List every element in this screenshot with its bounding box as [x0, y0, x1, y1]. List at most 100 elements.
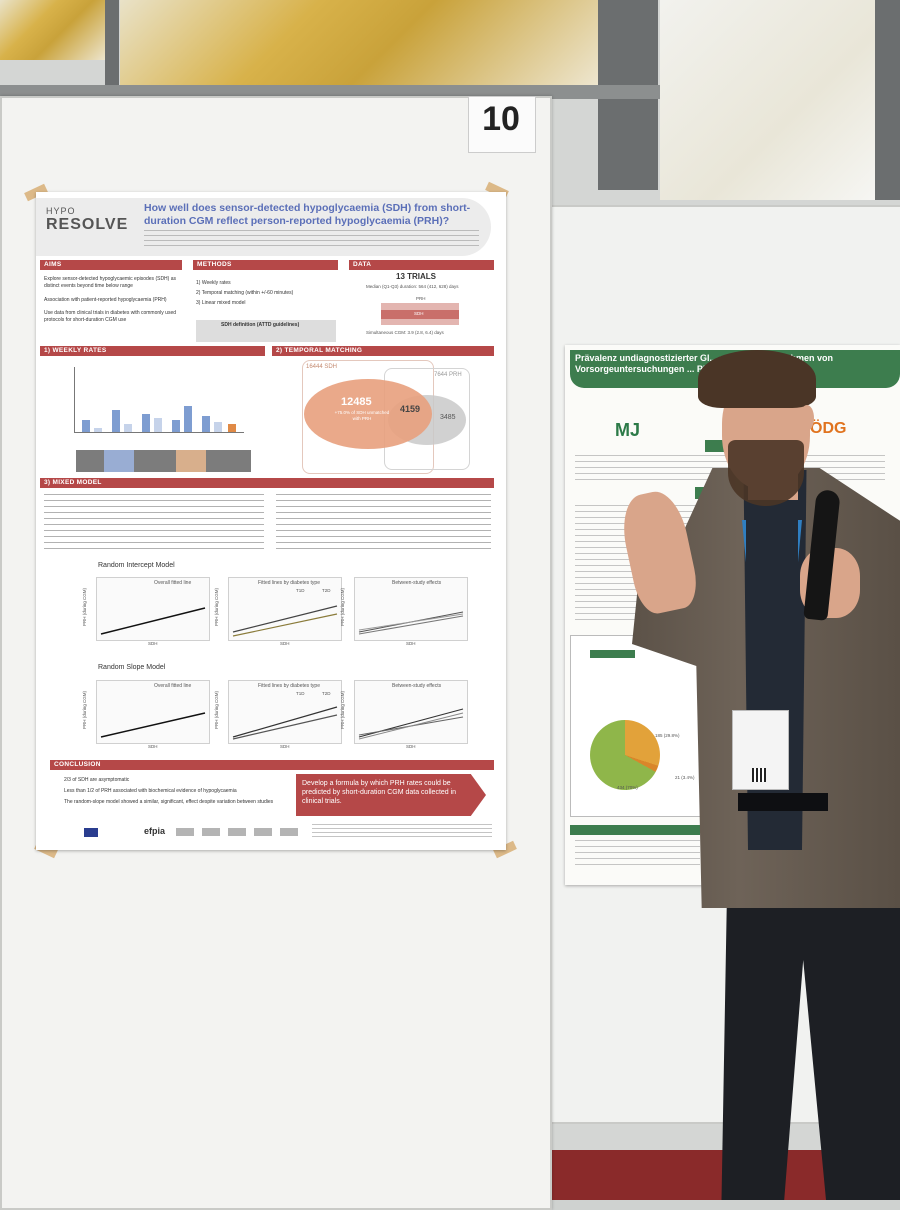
- mixed-model-table-right: [276, 494, 491, 549]
- bar-2: [94, 428, 102, 432]
- poster-title: How well does sensor-detected hypoglycae…: [144, 202, 471, 227]
- presenter-hair: [698, 350, 816, 408]
- rs-plot-between-lines: [358, 708, 464, 740]
- poster-right-footer-bar: [570, 825, 700, 835]
- bar-9: [202, 416, 210, 432]
- mixed-model-table-left: [44, 494, 264, 549]
- venn-overlap: 4159: [400, 404, 421, 414]
- pie-chart: [590, 720, 660, 790]
- pie-label-3: 21 (3.4%): [675, 775, 695, 780]
- efpia-logo: efpia: [144, 826, 166, 836]
- poster-authors: [144, 230, 479, 250]
- window-right: [660, 0, 875, 200]
- window-left: [0, 0, 110, 60]
- poster-right-logo: ÖDG: [810, 420, 847, 437]
- bar-11: [228, 424, 236, 432]
- bar-3: [112, 410, 120, 432]
- bar-4: [124, 424, 132, 432]
- poster-right-text-block-3: [575, 840, 700, 865]
- chart-axis-x: [74, 432, 244, 433]
- rs-axis-y-3: PRH (during CGM): [340, 690, 346, 730]
- rs-plot-diabetes-lines: [232, 706, 338, 740]
- bar-7: [172, 420, 180, 432]
- rs-legend-t1d: T1D: [296, 691, 305, 696]
- ri-plot-between-title: Between-study effects: [392, 580, 442, 586]
- venn-sdh-only-note: +75.0% of SDH unmatched with PRH: [334, 410, 390, 421]
- bar-6: [154, 418, 162, 432]
- ri-axis-x-2: SDH: [280, 641, 290, 646]
- rs-axis-y-1: PRH (during CGM): [82, 690, 88, 730]
- chart-axis-y: [74, 367, 75, 432]
- data-sdh: SDH: [414, 311, 424, 316]
- ri-legend-t1d: T1D: [296, 588, 305, 593]
- ri-plot-diabetes-title: Fitted lines by diabetes type: [258, 580, 320, 586]
- footer-text: [312, 824, 492, 840]
- rs-axis-x-1: SDH: [148, 744, 158, 749]
- window-center: [120, 0, 600, 95]
- poster-right-chart-header: [590, 650, 635, 658]
- rs-plot-overall-line: [100, 712, 206, 738]
- data-cgm: Simultaneous CGM: 3.9 (2.8, 6.4) days: [366, 330, 444, 335]
- sdh-definition-title: SDH definition (ATTD guidelines): [221, 322, 300, 328]
- bar-5: [142, 414, 150, 432]
- presenter-beard: [728, 440, 804, 506]
- section-weekly-rates-header: 1) Weekly Rates: [40, 346, 265, 356]
- venn-sdh-circle: [304, 379, 432, 449]
- ri-axis-x-3: SDH: [406, 641, 416, 646]
- presenter-belt: [738, 793, 828, 811]
- presenter-ear: [800, 405, 814, 431]
- data-sdh-bar: [381, 310, 459, 319]
- random-intercept-title: Random Intercept Model: [98, 562, 175, 569]
- section-aims-header: Aims: [40, 260, 182, 270]
- poster-main: HYPO RESOLVE How well does sensor-detect…: [36, 192, 506, 850]
- section-data-header: Data: [349, 260, 494, 270]
- ri-axis-y-1: PRH (during CGM): [82, 587, 88, 627]
- section-methods-header: Methods: [193, 260, 338, 270]
- rs-axis-x-2: SDH: [280, 744, 290, 749]
- ri-axis-y-2: PRH (during CGM): [214, 587, 220, 627]
- ri-plot-diabetes: [228, 577, 342, 641]
- window-frame-right: [875, 0, 900, 200]
- data-prh: PRH: [416, 296, 426, 301]
- poster-right-logo-mu: MJ: [615, 420, 641, 440]
- conclusion-item-2: Less than 1/2 of PRH associated with bio…: [64, 788, 237, 794]
- weekly-rates-table: [76, 450, 251, 472]
- eu-flag-logo: [84, 828, 98, 837]
- ri-plot-diabetes-lines: [232, 605, 338, 637]
- rs-plot-overall-title: Overall fitted line: [154, 683, 192, 689]
- rs-axis-y-2: PRH (during CGM): [214, 690, 220, 730]
- venn-prh-total: 7644 PRH: [434, 372, 462, 378]
- aims-item-1: Explore sensor-detected hypoglycaemic ep…: [44, 276, 177, 289]
- aims-item-2: Association with patient-reported hypogl…: [44, 297, 167, 303]
- pie-label-2: 185 (29.8%): [655, 733, 680, 738]
- window-frame-left: [105, 0, 119, 90]
- data-median: Median (Q1-Q3) duration: 564 (412, 628) …: [366, 284, 459, 289]
- conclusion-box-text: Develop a formula by which PRH rates cou…: [302, 780, 457, 805]
- venn-sdh-total: 16444 SDH: [306, 364, 338, 370]
- methods-item-2: 2) Temporal matching (within +/-60 minut…: [196, 290, 294, 296]
- board-number: 10: [482, 100, 520, 138]
- presenter-badge-qr: [752, 768, 766, 782]
- methods-item-3: 3) Linear mixed model: [196, 300, 246, 306]
- rs-plot-diabetes: [228, 680, 342, 744]
- rs-legend-t2d: T2D: [322, 691, 331, 696]
- rs-axis-x-3: SDH: [406, 744, 416, 749]
- ri-axis-y-3: PRH (during CGM): [340, 587, 346, 627]
- data-trials: 13 TRIALS: [396, 272, 437, 281]
- methods-item-1: 1) Weekly rates: [196, 280, 231, 286]
- rs-plot-between-title: Between-study effects: [392, 683, 442, 689]
- board-number-card: [468, 96, 536, 153]
- hyporesolve-logo-line1: HYPO: [46, 206, 76, 216]
- rs-plot-overall: [96, 680, 210, 744]
- ri-legend-t2d: T2D: [322, 588, 331, 593]
- conclusion-item-1: 2/3 of SDH are asymptomatic: [64, 777, 130, 783]
- conclusion-box: [296, 774, 486, 816]
- footer-logos: [176, 828, 306, 836]
- section-conclusion-header: Conclusion: [50, 760, 494, 770]
- data-prh-bar: [381, 303, 459, 310]
- random-slope-title: Random Slope Model: [98, 664, 166, 671]
- section-mixed-model-header: 3) Mixed Model: [40, 478, 494, 488]
- bar-10: [214, 422, 222, 432]
- ri-plot-overall-title: Overall fitted line: [154, 580, 192, 586]
- window-sill: [0, 85, 660, 99]
